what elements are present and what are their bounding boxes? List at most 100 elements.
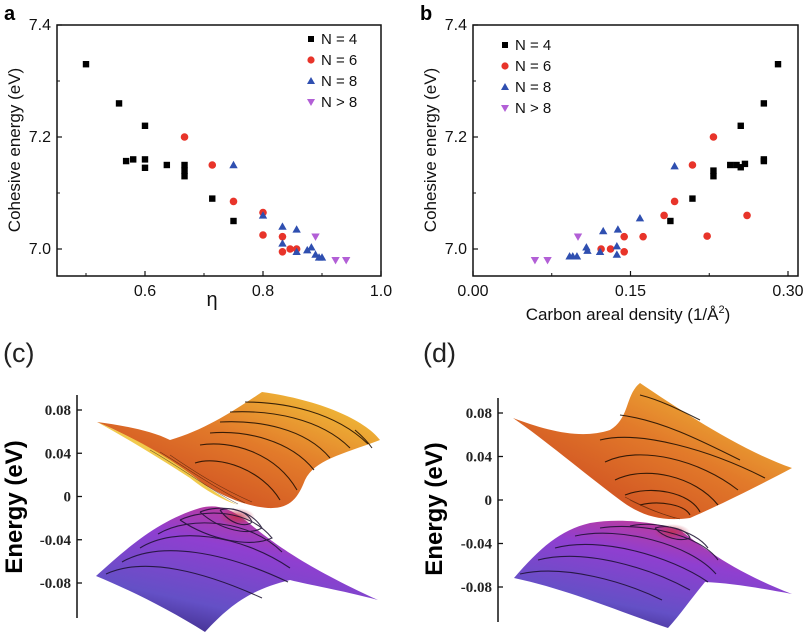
legend-marker-n-4 bbox=[308, 36, 314, 42]
data-point-n-4 bbox=[710, 173, 717, 180]
data-point-n-6 bbox=[639, 232, 647, 241]
data-point-n-8 bbox=[530, 257, 540, 265]
data-point-n-4 bbox=[760, 100, 768, 107]
data-point-n-4 bbox=[741, 160, 749, 168]
data-point-n-4 bbox=[737, 164, 744, 171]
legend-marker-n-4 bbox=[502, 42, 508, 48]
data-point-n-4 bbox=[122, 157, 130, 165]
data-point-n-6 bbox=[259, 231, 267, 239]
data-point-n-8 bbox=[278, 239, 287, 247]
x-tick-label: 1.0 bbox=[370, 283, 392, 300]
data-point-n-8 bbox=[635, 214, 645, 222]
y-tick-label: 0 bbox=[64, 490, 72, 506]
y-tick-label: 0.08 bbox=[466, 406, 492, 422]
x-tick-label: 0.6 bbox=[134, 283, 156, 300]
legend-label-n-8: N > 8 bbox=[321, 94, 357, 111]
x-tick-label: 0.00 bbox=[457, 283, 488, 300]
data-point-n-4 bbox=[689, 195, 696, 202]
legend-label-n-4: N = 4 bbox=[321, 31, 357, 48]
legend-label-n-8: N = 8 bbox=[321, 73, 357, 90]
data-point-n-4 bbox=[727, 161, 734, 169]
y-axis-title-b: Cohesive energy (eV) bbox=[421, 68, 440, 232]
y-tick-label: 7.2 bbox=[445, 129, 467, 146]
data-point-n-8 bbox=[612, 250, 622, 258]
data-point-n-8 bbox=[568, 252, 577, 260]
legend-marker-n-6 bbox=[501, 62, 509, 70]
legend-marker-n-8 bbox=[307, 99, 315, 106]
data-point-n-8 bbox=[278, 222, 287, 230]
data-point-n-8 bbox=[229, 160, 238, 169]
x-axis-title-b-main: Carbon areal density (1/Å bbox=[526, 305, 719, 324]
y-tick-label: 0.08 bbox=[45, 403, 71, 419]
data-point-n-8 bbox=[341, 257, 351, 265]
data-point-n-6 bbox=[278, 248, 287, 256]
y-tick-label: -0.08 bbox=[461, 580, 492, 596]
panel-c: (c) Energy (eV) 0.08 0.04 0 -0.04 -0.08 bbox=[1, 338, 380, 632]
axis-ticks-d: 0.08 0.04 0 -0.04 -0.08 bbox=[461, 406, 503, 596]
data-points-a bbox=[82, 61, 351, 265]
data-point-n-8 bbox=[613, 225, 623, 233]
x-axis-title-b: Carbon areal density (1/Å2) bbox=[526, 304, 731, 324]
legend-marker-n-6 bbox=[307, 56, 315, 64]
legend-label-n-6: N = 6 bbox=[515, 58, 551, 75]
y-tick-label: 7.2 bbox=[29, 129, 51, 146]
x-tick-label: 0.8 bbox=[252, 283, 274, 300]
y-tick-label: 0.04 bbox=[466, 450, 493, 466]
data-point-n-6 bbox=[606, 245, 615, 253]
legend-a: N = 4 N = 6 N = 8 N > 8 bbox=[307, 31, 357, 111]
data-point-n-4 bbox=[710, 167, 717, 174]
y-tick-label: 0.04 bbox=[45, 446, 72, 462]
data-point-n-4 bbox=[181, 161, 188, 169]
data-point-n-6 bbox=[286, 245, 294, 253]
data-point-n-8 bbox=[612, 242, 622, 250]
plot-frame-a bbox=[56, 24, 382, 277]
data-point-n-6 bbox=[620, 232, 628, 241]
axis-ticks-b: 0.00 0.15 0.30 7.0 7.2 7.4 bbox=[445, 17, 804, 300]
data-point-n-4 bbox=[82, 61, 90, 68]
data-point-n-4 bbox=[130, 156, 137, 163]
data-point-n-4 bbox=[209, 195, 216, 202]
upper-band-surface-d bbox=[513, 383, 792, 520]
data-point-n-6 bbox=[620, 248, 628, 256]
data-point-n-6 bbox=[660, 211, 668, 220]
data-point-n-8 bbox=[599, 226, 608, 235]
data-point-n-4 bbox=[163, 161, 171, 169]
data-point-n-4 bbox=[774, 61, 782, 68]
plot-frame-b bbox=[472, 24, 799, 277]
x-axis-title-b-end: ) bbox=[725, 305, 731, 324]
y-tick-label: 7.4 bbox=[29, 17, 51, 34]
y-tick-label: -0.04 bbox=[40, 533, 72, 549]
data-point-n-6 bbox=[670, 197, 679, 206]
data-point-n-4 bbox=[760, 157, 768, 165]
data-point-n-8 bbox=[595, 247, 605, 255]
y-axis-title-c: Energy (eV) bbox=[1, 440, 28, 573]
panel-label-b: b bbox=[420, 3, 432, 25]
data-point-n-8 bbox=[573, 233, 583, 241]
data-point-n-8 bbox=[307, 243, 316, 251]
y-tick-label: -0.04 bbox=[461, 537, 493, 553]
data-point-n-8 bbox=[317, 253, 327, 261]
lower-band-surface-d bbox=[514, 520, 792, 628]
data-point-n-4 bbox=[141, 122, 149, 129]
y-tick-label: 7.4 bbox=[445, 17, 467, 34]
x-axis-title-a: η bbox=[206, 289, 217, 311]
data-point-n-4 bbox=[737, 122, 744, 129]
data-point-n-6 bbox=[180, 133, 189, 141]
upper-band-surface-c bbox=[97, 392, 380, 509]
data-point-n-8 bbox=[303, 245, 312, 254]
axis-ticks-c: 0.08 0.04 0 -0.04 -0.08 bbox=[40, 403, 82, 592]
x-tick-label: 0.15 bbox=[615, 283, 646, 300]
panel-label-d: (d) bbox=[423, 338, 456, 368]
data-point-n-8 bbox=[311, 233, 320, 241]
data-point-n-8 bbox=[543, 257, 552, 265]
data-point-n-4 bbox=[733, 161, 740, 169]
legend-marker-n-8 bbox=[307, 77, 315, 84]
x-tick-label: 0.30 bbox=[772, 283, 803, 300]
y-tick-label: 7.0 bbox=[29, 241, 51, 258]
y-tick-label: 0 bbox=[485, 493, 493, 509]
data-point-n-4 bbox=[667, 217, 674, 225]
panel-b: b 0.00 0.15 0.30 7.0 7.2 7.4 Cohesive energy … bbox=[420, 3, 804, 324]
x-axis-title-b-sup: 2 bbox=[718, 304, 724, 316]
y-axis-title-a: Cohesive energy (eV) bbox=[5, 68, 24, 232]
